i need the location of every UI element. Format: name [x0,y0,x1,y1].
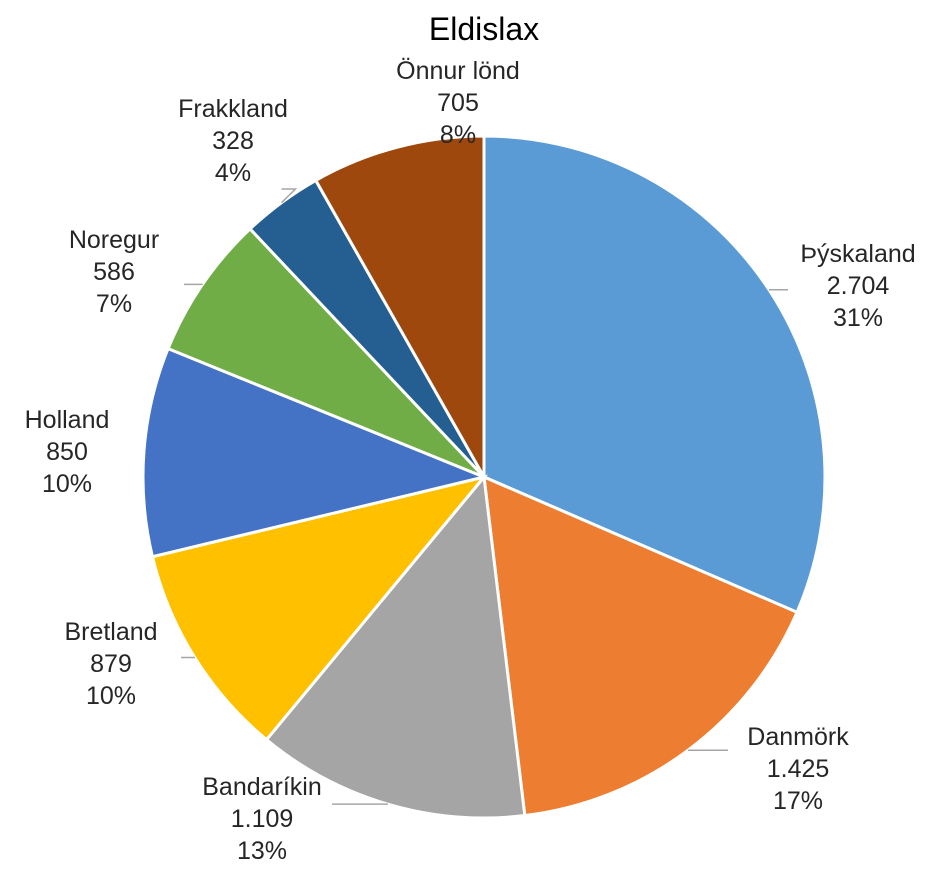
data-label-name-holland: Holland [25,406,110,434]
data-label-name-noregur: Noregur [69,226,159,254]
pie-slice-onnur-lond [313,134,486,483]
data-label-percent-danmork: 17% [773,787,823,815]
data-label-percent-bandarikin: 13% [237,837,287,865]
data-label-value-danmork: 1.425 [767,755,830,783]
data-label-percent-holland: 10% [42,470,92,498]
data-labels: Þýskaland 2.704 31% Danmörk 1.425 17% Bandarík… [25,57,916,865]
data-label-value-bretland: 879 [90,650,132,678]
data-label-name-frakkland: Frakkland [178,95,288,123]
pie-slice-holland [141,346,489,559]
data-label-value-bandarikin: 1.109 [231,805,294,833]
data-label-value-holland: 850 [46,438,88,466]
data-label-name-onnur-lond: Önnur lönd [396,57,520,85]
data-label-percent-noregur: 7% [96,290,132,318]
data-label-name-thyskaland: Þýskaland [800,240,915,268]
data-label-name-danmork: Danmörk [747,723,849,751]
data-label-value-noregur: 586 [93,258,135,286]
leader-lines [181,188,788,805]
chart-title: Eldislax [429,11,539,47]
pie-slices [141,134,827,820]
pie-slice-bandarikin [264,473,527,820]
data-label-value-frakkland: 328 [212,127,254,155]
data-label-percent-bretland: 10% [86,682,136,710]
data-label-name-bandarikin: Bandaríkin [202,773,322,801]
data-label-percent-onnur-lond: 8% [440,121,476,149]
data-label-percent-frakkland: 4% [215,159,251,187]
data-label-percent-thyskaland: 31% [833,304,883,332]
data-label-name-bretland: Bretland [64,618,157,646]
data-label-value-thyskaland: 2.704 [827,272,890,300]
pie-slice-thyskaland [482,134,827,615]
data-label-value-onnur-lond: 705 [437,89,479,117]
leader-line-frakkland [280,188,298,204]
